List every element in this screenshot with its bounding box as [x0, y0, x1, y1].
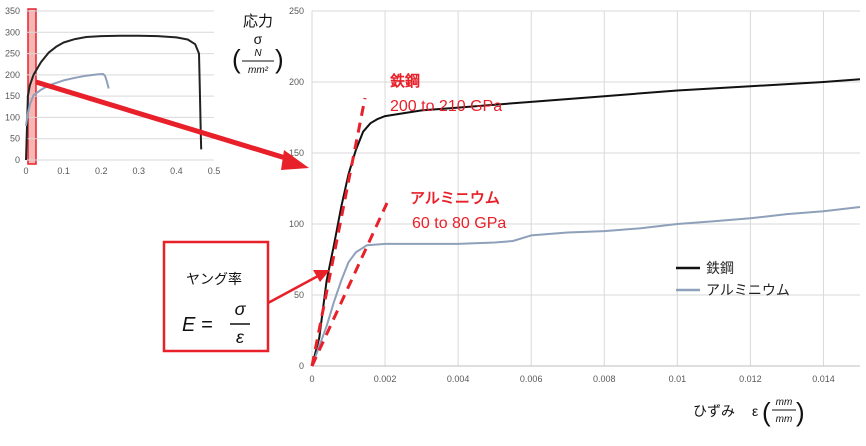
inset-x-tick-label: 0.3: [133, 166, 146, 176]
inset-grid: [26, 10, 214, 161]
main-x-tick-label: 0: [309, 374, 314, 384]
strain-epsilon: ε: [752, 403, 758, 419]
inset-highlight-region: [27, 8, 37, 165]
strain-unit-den: mm: [776, 414, 793, 425]
main-y-tick-label: 0: [299, 361, 304, 371]
legend-aluminium-label: アルミニウム: [706, 282, 790, 298]
zoom-arrow-head: [281, 150, 309, 170]
main-x-tick-label: 0.002: [374, 374, 397, 384]
steel-modulus-value: 200 to 210 GPa: [390, 98, 502, 115]
inset-x-tick-label: 0.4: [170, 166, 183, 176]
main-series-0-line: [311, 78, 861, 367]
strain-paren-right: ): [796, 397, 805, 427]
inset-y-ticks: 0 50 100 150 200 250 300 350: [5, 6, 20, 165]
main-y-tick-label: 200: [289, 77, 304, 87]
main-x-tick-label: 0.014: [812, 374, 835, 384]
inset-x-ticks: 0 0.1 0.2 0.3 0.4 0.5: [23, 166, 220, 176]
inset-y-tick-label: 250: [5, 49, 20, 59]
stress-unit-den: mm²: [248, 65, 269, 76]
stress-label: 応力: [243, 13, 273, 30]
stress-paren-right: ): [275, 44, 284, 74]
steel-modulus-line: [310, 97, 367, 367]
inset-y-tick-label: 300: [5, 27, 20, 37]
inset-y-tick-label: 50: [10, 134, 20, 144]
stress-paren-left: (: [232, 44, 241, 74]
inset-x-tick-label: 0.1: [57, 166, 70, 176]
main-y-tick-label: 150: [289, 148, 304, 158]
steel-modulus-title: 鉄鋼: [390, 72, 420, 90]
stress-unit-num: N: [254, 48, 262, 59]
youngs-arrow-head: [313, 270, 330, 282]
main-grid: [311, 10, 860, 366]
formula-numerator: σ: [235, 299, 247, 319]
inset-y-tick-label: 200: [5, 70, 20, 80]
strain-unit-num: mm: [776, 397, 793, 408]
inset-x-tick-label: 0.2: [95, 166, 108, 176]
main-y-tick-label: 50: [294, 290, 304, 300]
legend-steel-label: 鉄鋼: [706, 260, 734, 276]
inset-y-tick-label: 350: [5, 6, 20, 16]
strain-label: ひずみ: [693, 403, 735, 419]
main-x-tick-label: 0.006: [520, 374, 543, 384]
youngs-modulus-title: ヤング率: [186, 271, 242, 287]
inset-y-tick-label: 0: [15, 155, 20, 165]
youngs-modulus-box: [162, 240, 270, 353]
inset-y-tick-label: 150: [5, 91, 20, 101]
youngs-arrow-shaft: [267, 274, 319, 305]
aluminium-modulus-line: [310, 202, 389, 367]
inset-series-0-line: [25, 34, 203, 161]
main-x-tick-label: 0.004: [447, 374, 470, 384]
main-x-tick-label: 0.008: [593, 374, 616, 384]
main-x-tick-label: 0.01: [669, 374, 687, 384]
inset-series: [25, 34, 203, 161]
formula-denominator: ε: [236, 327, 245, 347]
inset-y-tick-label: 100: [5, 112, 20, 122]
strain-paren-left: (: [762, 397, 771, 427]
main-series: [311, 78, 861, 367]
aluminium-modulus-title: アルミニウム: [410, 190, 500, 207]
stress-sigma: σ: [254, 31, 263, 47]
inset-x-tick-label: 0.5: [208, 166, 221, 176]
inset-x-tick-label: 0: [23, 166, 28, 176]
zoom-arrow-shaft: [35, 79, 293, 163]
main-y-ticks: 0 50 100 150 200 250: [289, 6, 304, 371]
main-y-tick-label: 100: [289, 219, 304, 229]
main-series-1-line: [311, 206, 861, 367]
main-x-tick-label: 0.012: [739, 374, 762, 384]
main-y-tick-label: 250: [289, 6, 304, 16]
aluminium-modulus-value: 60 to 80 GPa: [412, 215, 506, 232]
inset-series-1-line: [25, 73, 110, 127]
formula-lhs: E =: [182, 314, 213, 336]
main-x-ticks: 0 0.002 0.004 0.006 0.008 0.01 0.012 0.014: [309, 374, 834, 384]
